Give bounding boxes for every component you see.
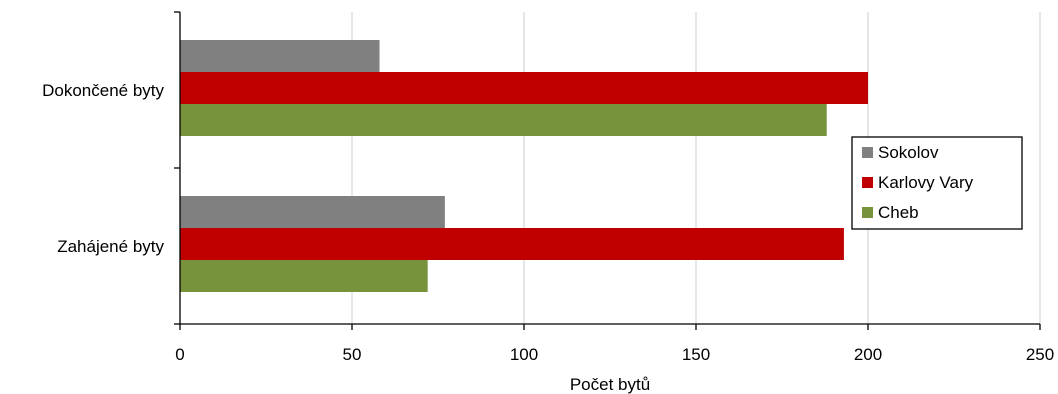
x-tick-label: 250 <box>1026 345 1054 364</box>
legend: Sokolov Karlovy Vary Cheb <box>851 136 1023 230</box>
x-tick-label: 50 <box>343 345 362 364</box>
legend-swatch <box>862 177 873 188</box>
bar-karlovy-vary <box>180 228 844 260</box>
x-tick-label: 0 <box>175 345 184 364</box>
legend-swatch <box>862 207 873 218</box>
y-category-label: Dokončené byty <box>42 81 164 100</box>
x-axis-title: Počet bytů <box>570 375 650 394</box>
bar-sokolov <box>180 40 380 72</box>
x-tick-label: 200 <box>854 345 882 364</box>
x-tick-label: 100 <box>510 345 538 364</box>
bar-cheb <box>180 260 428 292</box>
y-category-label: Zahájené byty <box>57 237 164 256</box>
y-axis-categories: Dokončené byty Zahájené byty <box>42 11 180 325</box>
legend-swatch <box>862 147 873 158</box>
x-axis-ticks: 0 50 100 150 200 250 <box>175 324 1054 364</box>
x-tick-label: 150 <box>682 345 710 364</box>
bar-karlovy-vary <box>180 72 868 104</box>
legend-box <box>851 136 1023 230</box>
legend-label: Karlovy Vary <box>878 173 974 192</box>
legend-label: Sokolov <box>878 143 939 162</box>
legend-label: Cheb <box>878 203 919 222</box>
bar-sokolov <box>180 196 445 228</box>
bar-cheb <box>180 104 827 136</box>
bars <box>180 40 868 292</box>
